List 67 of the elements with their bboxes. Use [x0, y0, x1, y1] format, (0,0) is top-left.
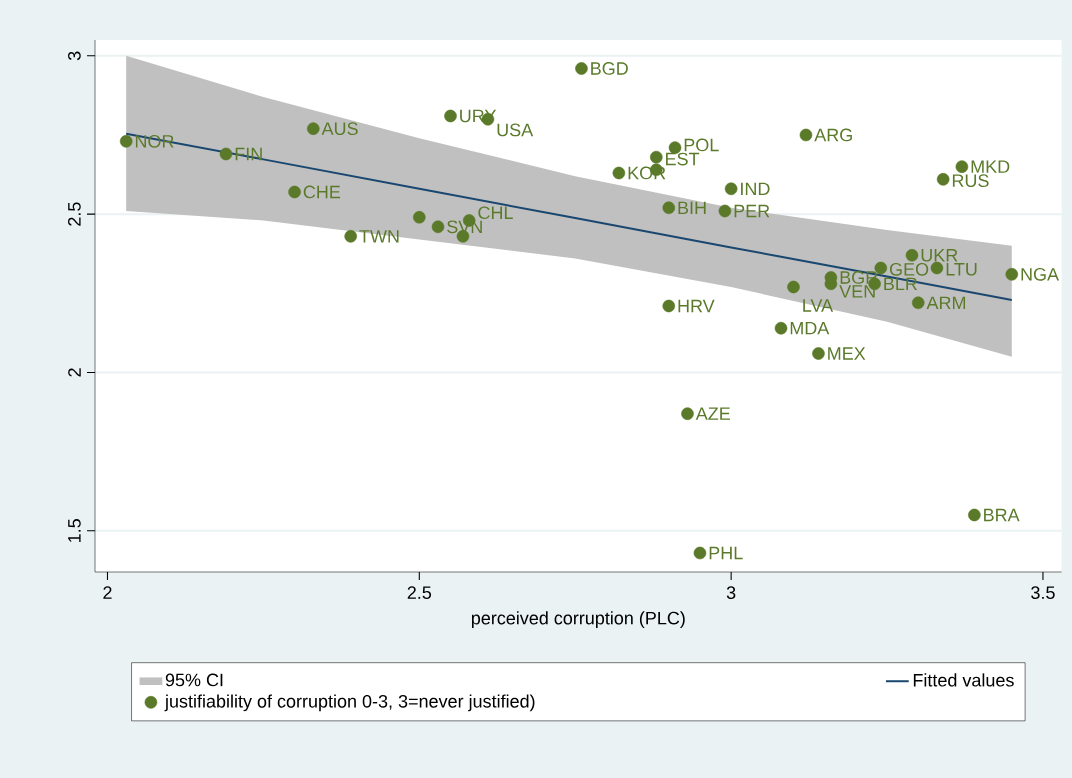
annotation: POL: [684, 138, 719, 152]
point: [955, 160, 969, 173]
annotation: PER: [734, 204, 770, 218]
point: [288, 185, 301, 199]
annotation: PHL: [709, 546, 743, 560]
point: [774, 321, 788, 335]
point: [444, 109, 457, 123]
x-tick-label: 2.5: [407, 586, 432, 599]
point: [724, 182, 738, 196]
annotation: LTU: [946, 263, 977, 276]
annotation: BRA: [984, 508, 1020, 522]
legend-label: Fitted values: [913, 673, 1014, 687]
x-tick-label: 3.5: [1031, 586, 1055, 599]
annotation: BIH: [678, 201, 706, 215]
point: [905, 249, 919, 262]
point: [307, 122, 320, 135]
y-tick-label: 2.5: [68, 202, 81, 226]
point: [219, 147, 233, 161]
annotation: CHL: [478, 206, 513, 220]
point: [799, 128, 813, 142]
point: [1005, 268, 1019, 281]
text: 95% CI: [165, 673, 223, 687]
y-tick-label: 2: [68, 368, 81, 377]
point: [718, 204, 732, 218]
point: [344, 230, 357, 243]
point: [119, 135, 133, 148]
point: [662, 299, 676, 313]
annotation: USA: [497, 123, 534, 137]
annotation: BLR: [884, 277, 918, 291]
annotation: EST: [666, 152, 700, 166]
annotation: AUS: [321, 122, 358, 136]
annotation: RUS: [952, 174, 989, 188]
annotation: TWN: [359, 230, 399, 243]
x-axis-title: perceived corruption (PLC): [471, 611, 685, 629]
point: [575, 62, 588, 75]
annotation: UKR: [921, 249, 958, 262]
annotation: ARG: [814, 128, 852, 142]
point: [612, 166, 626, 180]
point: [413, 211, 426, 224]
point: [930, 261, 944, 275]
point: [681, 407, 694, 420]
annotation: CHE: [303, 185, 341, 199]
point: [431, 220, 445, 234]
point: [650, 150, 663, 164]
annotation: MDA: [790, 321, 830, 335]
annotation: BGD: [591, 62, 628, 75]
annotation: AZE: [695, 407, 730, 420]
point: [968, 508, 981, 522]
x-tick-label: 3: [726, 586, 736, 599]
annotation: MKD: [971, 160, 1010, 173]
point: [693, 546, 707, 560]
legend-label: justifiability of corruption 0-3, 3=never justified): [164, 694, 535, 712]
annotation: ARM: [926, 296, 966, 310]
annotation: GEO: [889, 262, 929, 276]
annotation: MEX: [828, 347, 866, 360]
annotation: IND: [741, 182, 770, 196]
x-tick-label: 2: [103, 586, 112, 599]
annotation: NGA: [1021, 267, 1060, 281]
point: [812, 347, 825, 360]
point: [936, 173, 950, 186]
point: [911, 296, 925, 310]
point: [662, 201, 676, 215]
y-tick-label: 1.5: [68, 519, 81, 542]
point: [787, 280, 800, 294]
annotation: LVA: [803, 299, 834, 312]
annotation: HRV: [678, 299, 715, 313]
y-tick-label: 3: [68, 51, 81, 61]
